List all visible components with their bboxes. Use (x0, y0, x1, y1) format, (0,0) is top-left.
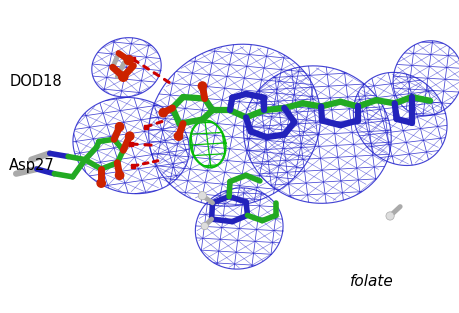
Text: DOD18: DOD18 (9, 74, 62, 89)
Text: folate: folate (349, 274, 392, 289)
Circle shape (174, 132, 182, 140)
Circle shape (124, 55, 133, 65)
Circle shape (385, 212, 393, 220)
Circle shape (97, 179, 105, 187)
Circle shape (115, 123, 123, 131)
Circle shape (118, 72, 128, 81)
Circle shape (198, 192, 206, 200)
Text: Asp27: Asp27 (9, 158, 55, 173)
Circle shape (198, 82, 206, 90)
Circle shape (201, 222, 208, 230)
Circle shape (159, 109, 167, 117)
Circle shape (115, 171, 123, 179)
Circle shape (125, 132, 134, 140)
